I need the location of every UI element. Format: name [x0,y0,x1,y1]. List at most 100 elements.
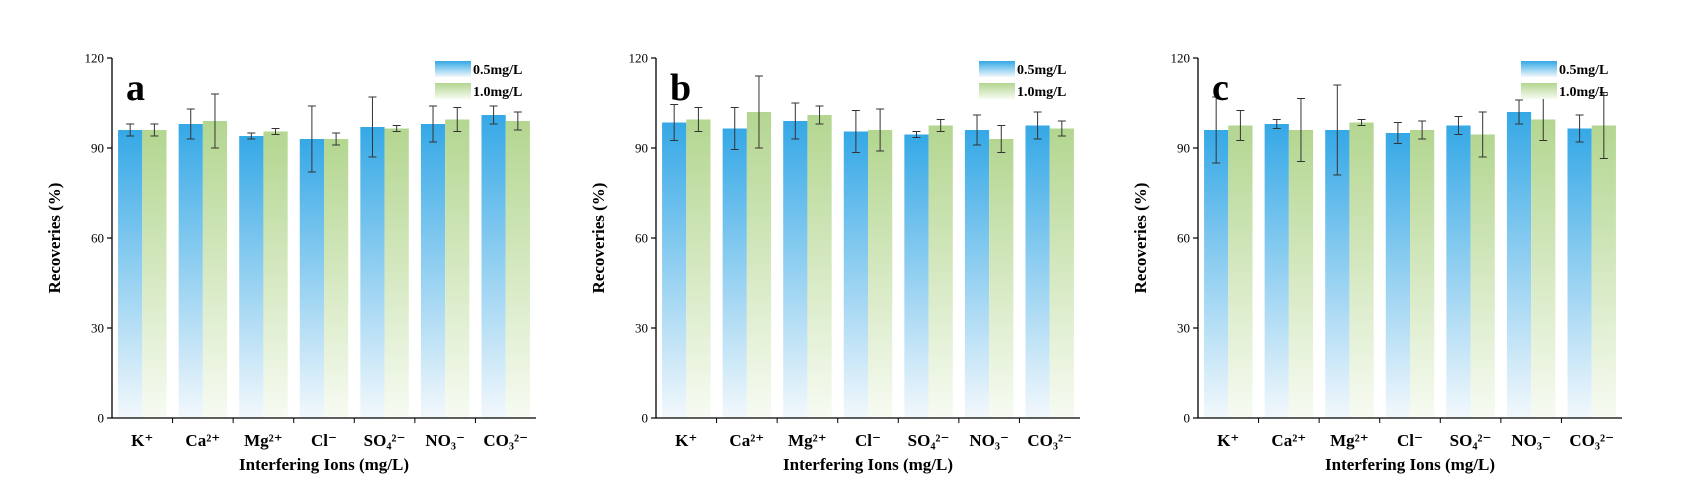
bar-a-s0-c5 [420,124,446,418]
y-tick-label: 120 [629,51,649,66]
legend-swatch [1521,83,1557,99]
bar-a-s1-c0 [142,130,167,418]
panel-letter: a [126,67,145,109]
bar-a-s0-c1 [178,124,203,418]
x-tick-label: Ca²⁺ [729,431,764,450]
bar-c-s1-c0 [1228,125,1253,418]
bar-b-s1-c6 [1049,128,1074,418]
x-tick-label: K⁺ [1217,431,1239,450]
x-tick-label: CO₃²⁻ [1569,431,1614,450]
x-tick-label: NO₃⁻ [425,431,465,450]
bar-c-s0-c2 [1325,130,1350,418]
y-tick-label: 30 [91,321,104,336]
bar-b-s1-c1 [746,112,772,418]
legend-label: 0.5mg/L [1017,63,1066,78]
legend-label: 0.5mg/L [473,63,522,78]
chart-panel-a: K⁺ Ca²⁺ Mg²⁺ Cl⁻ SO₄²⁻ NO₃⁻ CO₃²⁻ 0 30 60 90 120 Int… [45,51,536,474]
legend-label: 1.0mg/L [473,85,522,100]
chart-panel-c: K⁺ Ca²⁺ Mg²⁺ Cl⁻ SO₄²⁻ NO₃⁻ CO₃²⁻ 0 30 60 90 120 Int… [1131,51,1622,474]
y-tick-label: 90 [635,141,648,156]
legend-label: 1.0mg/L [1017,85,1066,100]
bar-b-s0-c1 [722,128,747,418]
bar-a-s0-c3 [299,139,324,418]
x-tick-label: Mg²⁺ [788,431,827,450]
bar-a-s1-c5 [445,119,470,418]
x-tick-label: Cl⁻ [1397,431,1423,450]
y-tick-label: 90 [1177,141,1190,156]
legend-label: 0.5mg/L [1559,63,1608,78]
x-tick-label: Ca²⁺ [1271,431,1306,450]
bar-a-s1-c4 [384,128,409,418]
bar-c-s1-c4 [1470,134,1495,418]
x-tick-label: SO₄²⁻ [1450,431,1492,450]
x-tick-label: CO₃²⁻ [1027,431,1072,450]
y-tick-label: 120 [1171,51,1191,66]
y-tick-label: 0 [98,411,105,426]
y-tick-label: 90 [91,141,104,156]
x-axis-title: Interfering Ions (mg/L) [239,455,409,474]
chart-panel-b: K⁺ Ca²⁺ Mg²⁺ Cl⁻ SO₄²⁻ NO₃⁻ CO₃²⁻ 0 30 60 90 120 Int… [589,51,1080,474]
y-tick-label: 120 [85,51,105,66]
y-tick-label: 0 [642,411,649,426]
bar-b-s1-c4 [928,125,953,418]
x-axis-title: Interfering Ions (mg/L) [783,455,953,474]
y-tick-label: 60 [635,231,648,246]
bar-a-s1-c1 [202,121,228,418]
bar-a-s0-c4 [360,127,385,418]
legend-swatch [435,83,471,99]
legend-swatch [979,83,1015,99]
x-tick-label: Cl⁻ [311,431,337,450]
x-tick-label: SO₄²⁻ [908,431,950,450]
bar-b-s0-c3 [843,131,868,418]
bar-c-s0-c3 [1385,133,1410,418]
bar-b-s0-c2 [783,121,808,418]
y-tick-label: 60 [1177,231,1190,246]
x-tick-label: CO₃²⁻ [483,431,528,450]
bar-b-s0-c5 [964,130,990,418]
bar-c-s0-c5 [1506,112,1532,418]
bar-c-s1-c3 [1410,130,1435,418]
bar-b-s0-c0 [662,122,687,418]
bar-c-s1-c2 [1349,122,1374,418]
y-axis-title: Recoveries (%) [1131,183,1150,294]
panel-letter: c [1212,67,1229,109]
bar-a-s1-c2 [263,131,288,418]
x-tick-label: NO₃⁻ [969,431,1009,450]
y-tick-label: 30 [1177,321,1190,336]
y-tick-label: 0 [1184,411,1191,426]
legend-swatch [1521,61,1557,77]
x-axis-title: Interfering Ions (mg/L) [1325,455,1495,474]
bar-b-s1-c5 [989,139,1014,418]
x-tick-label: Mg²⁺ [1330,431,1369,450]
x-tick-label: SO₄²⁻ [364,431,406,450]
bar-c-s0-c6 [1567,128,1592,418]
bar-a-s0-c0 [118,130,143,418]
bar-c-s0-c4 [1446,125,1471,418]
bar-a-s1-c6 [505,121,530,418]
y-tick-label: 60 [91,231,104,246]
legend-label: 1.0mg/L [1559,85,1608,100]
x-tick-label: Mg²⁺ [244,431,283,450]
bar-a-s0-c2 [239,136,264,418]
x-tick-label: K⁺ [131,431,153,450]
x-tick-label: Cl⁻ [855,431,881,450]
y-axis-title: Recoveries (%) [45,183,64,294]
bar-b-s0-c4 [904,134,929,418]
bar-c-s0-c0 [1204,130,1229,418]
bar-b-s1-c2 [807,115,832,418]
x-tick-label: NO₃⁻ [1511,431,1551,450]
bar-c-s1-c5 [1531,119,1556,418]
bar-c-s1-c6 [1591,125,1616,418]
bar-b-s0-c6 [1025,125,1050,418]
bar-a-s1-c3 [324,139,349,418]
legend-swatch [435,61,471,77]
x-tick-label: Ca²⁺ [185,431,220,450]
bar-b-s1-c0 [686,119,711,418]
bar-b-s1-c3 [868,130,893,418]
bar-c-s1-c1 [1288,130,1314,418]
panel-letter: b [670,67,691,109]
bar-a-s0-c6 [481,115,506,418]
y-tick-label: 30 [635,321,648,336]
x-tick-label: K⁺ [675,431,697,450]
